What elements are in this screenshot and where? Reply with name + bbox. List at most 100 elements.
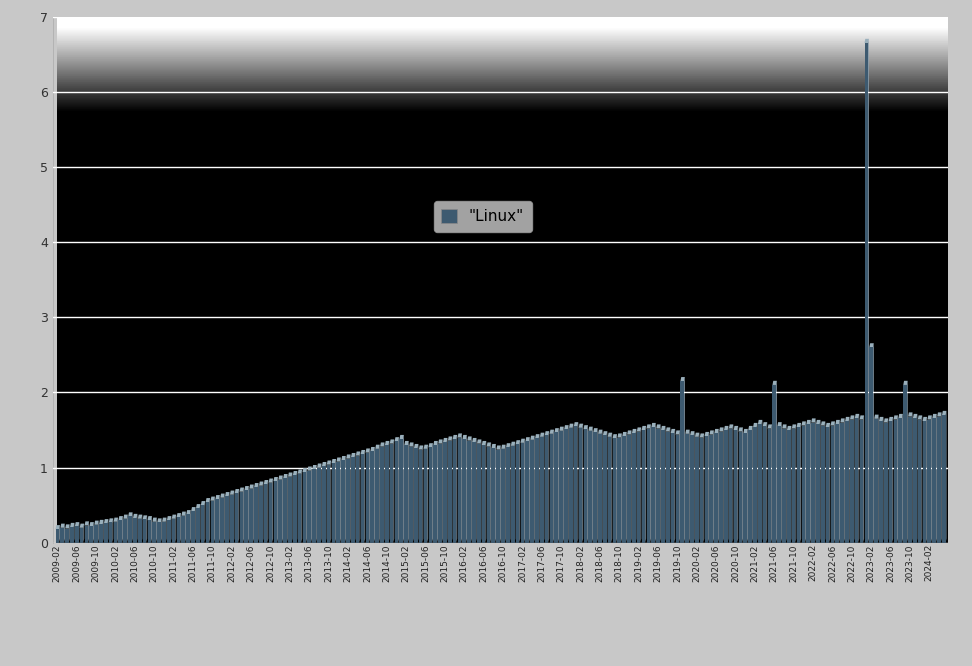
Bar bbox=[94, 525, 98, 543]
Polygon shape bbox=[94, 521, 99, 525]
Polygon shape bbox=[414, 444, 418, 448]
Polygon shape bbox=[588, 427, 593, 431]
Polygon shape bbox=[700, 434, 705, 438]
Polygon shape bbox=[753, 423, 757, 427]
Bar bbox=[816, 424, 819, 543]
Polygon shape bbox=[719, 428, 723, 432]
Polygon shape bbox=[351, 453, 356, 457]
Polygon shape bbox=[573, 422, 578, 426]
Bar bbox=[588, 431, 592, 543]
Bar bbox=[429, 448, 433, 543]
Bar bbox=[773, 385, 776, 543]
Bar bbox=[898, 418, 902, 543]
Polygon shape bbox=[845, 417, 850, 421]
Bar bbox=[646, 428, 650, 543]
Bar bbox=[434, 445, 437, 543]
Polygon shape bbox=[710, 430, 713, 434]
Polygon shape bbox=[458, 434, 462, 438]
Bar bbox=[482, 445, 485, 543]
Bar bbox=[472, 442, 475, 543]
Bar bbox=[559, 431, 563, 543]
Polygon shape bbox=[60, 523, 65, 527]
Bar bbox=[511, 446, 514, 543]
Polygon shape bbox=[288, 472, 293, 477]
Polygon shape bbox=[802, 422, 806, 426]
Polygon shape bbox=[302, 468, 307, 472]
Bar bbox=[201, 505, 204, 543]
Polygon shape bbox=[608, 433, 612, 437]
Bar bbox=[99, 524, 103, 543]
Bar bbox=[336, 462, 340, 543]
Polygon shape bbox=[346, 454, 351, 459]
Bar bbox=[148, 520, 152, 543]
Bar bbox=[792, 428, 795, 543]
Polygon shape bbox=[182, 511, 186, 515]
Bar bbox=[114, 521, 118, 543]
Bar bbox=[230, 495, 233, 543]
Polygon shape bbox=[583, 425, 588, 430]
Bar bbox=[836, 424, 839, 543]
Polygon shape bbox=[317, 464, 322, 468]
Polygon shape bbox=[409, 442, 413, 447]
Bar bbox=[908, 416, 912, 543]
Polygon shape bbox=[502, 445, 505, 449]
Polygon shape bbox=[714, 429, 718, 433]
Polygon shape bbox=[307, 466, 312, 471]
Polygon shape bbox=[468, 436, 471, 441]
Polygon shape bbox=[603, 431, 608, 436]
Polygon shape bbox=[559, 427, 564, 431]
Bar bbox=[133, 518, 137, 543]
Polygon shape bbox=[656, 424, 661, 428]
Polygon shape bbox=[942, 411, 947, 415]
Polygon shape bbox=[157, 518, 161, 523]
Polygon shape bbox=[375, 445, 380, 449]
Bar bbox=[361, 454, 364, 543]
Polygon shape bbox=[666, 428, 671, 432]
Polygon shape bbox=[869, 343, 874, 348]
Bar bbox=[549, 434, 553, 543]
Polygon shape bbox=[293, 471, 297, 475]
Polygon shape bbox=[85, 521, 89, 525]
Bar bbox=[651, 427, 655, 543]
Bar bbox=[438, 444, 442, 543]
Polygon shape bbox=[472, 438, 476, 442]
Bar bbox=[390, 444, 394, 543]
Polygon shape bbox=[259, 482, 263, 486]
Bar bbox=[666, 432, 670, 543]
Bar bbox=[753, 427, 757, 543]
Bar bbox=[443, 442, 447, 543]
Bar bbox=[569, 428, 573, 543]
Polygon shape bbox=[172, 515, 176, 519]
Bar bbox=[191, 511, 194, 543]
Polygon shape bbox=[70, 523, 75, 527]
Polygon shape bbox=[898, 414, 903, 418]
Polygon shape bbox=[729, 424, 733, 428]
Bar bbox=[351, 457, 355, 543]
Bar bbox=[463, 439, 466, 543]
Polygon shape bbox=[99, 520, 104, 524]
Bar bbox=[918, 420, 921, 543]
Bar bbox=[888, 421, 892, 543]
Polygon shape bbox=[807, 420, 811, 424]
Polygon shape bbox=[927, 416, 932, 420]
Polygon shape bbox=[380, 442, 385, 447]
Bar bbox=[893, 420, 897, 543]
Polygon shape bbox=[782, 424, 786, 428]
Bar bbox=[531, 440, 534, 543]
Polygon shape bbox=[153, 517, 156, 521]
Polygon shape bbox=[297, 470, 302, 474]
Bar bbox=[487, 447, 490, 543]
Bar bbox=[642, 430, 645, 543]
Polygon shape bbox=[365, 448, 370, 453]
Polygon shape bbox=[593, 428, 598, 432]
Bar bbox=[283, 478, 287, 543]
Bar bbox=[744, 433, 747, 543]
Polygon shape bbox=[536, 434, 539, 438]
Polygon shape bbox=[680, 377, 685, 381]
Bar bbox=[782, 428, 785, 543]
Bar bbox=[177, 517, 180, 543]
Bar bbox=[172, 519, 175, 543]
Polygon shape bbox=[395, 437, 399, 442]
Polygon shape bbox=[627, 430, 632, 434]
Polygon shape bbox=[424, 445, 428, 449]
